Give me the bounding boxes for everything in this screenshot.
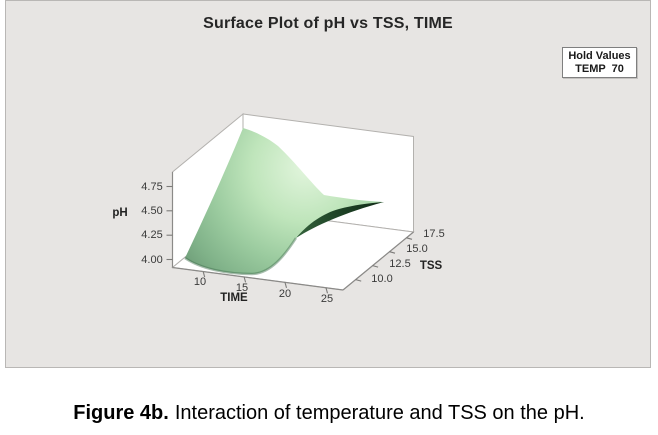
- tss-axis-ticks: [355, 237, 413, 282]
- hold-values-title: Hold Values: [568, 49, 631, 62]
- surface-plot-canvas: [166, 112, 415, 294]
- time-tick-label: 20: [278, 287, 292, 300]
- time-axis-label: TIME: [220, 292, 248, 304]
- plot-title: Surface Plot of pH vs TSS, TIME: [203, 15, 453, 32]
- surface-front-rim-shade: [184, 237, 298, 276]
- ph-tick-label: 4.75: [141, 180, 163, 193]
- ph-tick-label: 4.00: [141, 253, 163, 266]
- figure-caption-text: Interaction of temperature and TSS on th…: [174, 402, 585, 424]
- hold-values-entry: TEMP 70: [575, 62, 624, 75]
- tss-tick-label: 10.0: [371, 273, 393, 285]
- hold-values-box: Hold Values TEMP 70: [562, 47, 637, 78]
- time-axis-line: [172, 266, 344, 291]
- ph-tick-label: 4.50: [141, 205, 163, 217]
- tss-axis-label: TSS: [419, 260, 443, 272]
- surface-underside: [296, 202, 384, 238]
- time-tick-label: 15: [235, 282, 249, 294]
- ph-axis-label: pH: [112, 206, 128, 219]
- tss-tick-label: 12.5: [389, 258, 411, 270]
- tss-tick-label: 15.0: [406, 243, 428, 255]
- time-axis-ticks: [202, 271, 329, 294]
- time-tick-label: 10: [193, 275, 207, 288]
- tss-axis-line: [342, 231, 414, 291]
- surface-sheet: [185, 128, 384, 274]
- figure-caption-label: Figure 4b.: [73, 402, 169, 424]
- ph-axis-ticks: [166, 185, 173, 261]
- time-tick-label: 25: [320, 292, 334, 305]
- figure-caption: Figure 4b. Interaction of temperature and…: [0, 402, 658, 425]
- tss-tick-label: 17.5: [423, 228, 445, 240]
- ph-tick-label: 4.25: [141, 229, 163, 241]
